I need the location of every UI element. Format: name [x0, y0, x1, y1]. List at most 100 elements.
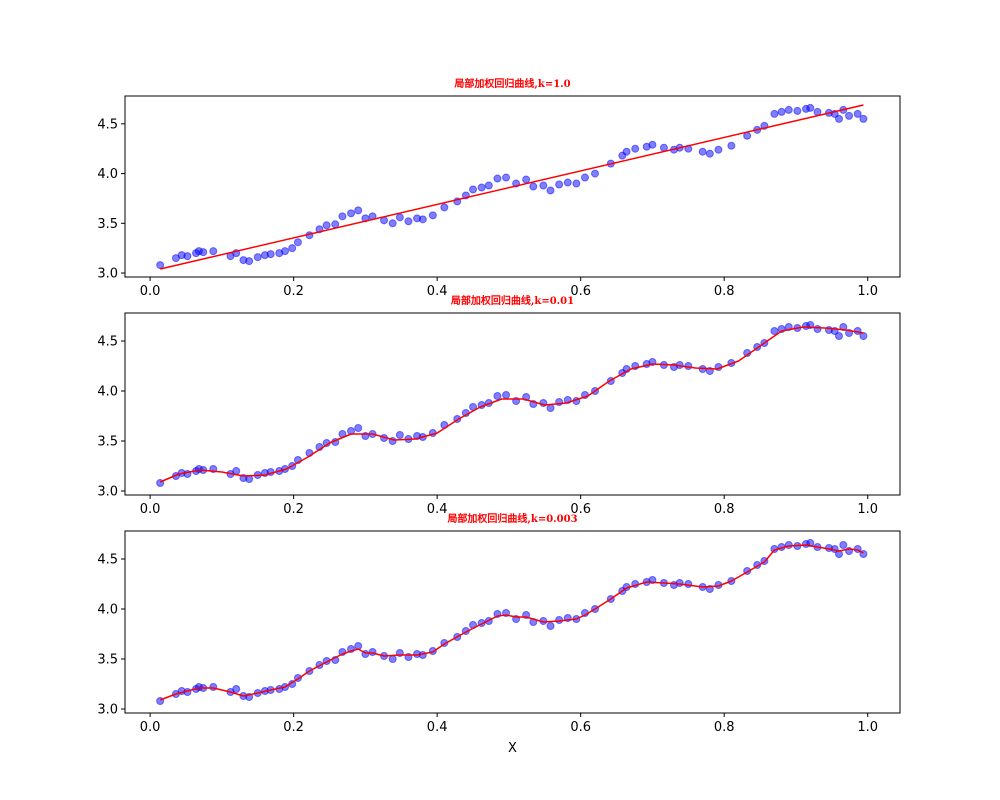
x-tick-label: 0.0 — [140, 502, 161, 517]
data-point — [555, 180, 564, 189]
data-point — [659, 143, 668, 152]
x-tick-label: 0.6 — [570, 284, 591, 299]
data-point — [580, 173, 589, 182]
y-tick-label: 3.0 — [97, 703, 118, 718]
data-point — [183, 252, 192, 261]
data-point — [859, 114, 868, 123]
x-tick-label: 0.4 — [427, 720, 448, 735]
data-point — [347, 209, 356, 218]
data-point — [209, 683, 218, 691]
data-point — [493, 174, 502, 183]
data-point — [502, 391, 511, 399]
data-point — [705, 149, 714, 158]
data-point — [388, 219, 397, 228]
data-point — [845, 111, 854, 120]
x-tick-label: 0.0 — [140, 720, 161, 735]
data-point — [529, 182, 538, 191]
y-tick-label: 3.5 — [97, 435, 118, 450]
data-point — [813, 107, 822, 116]
data-point — [591, 169, 600, 178]
data-point — [388, 655, 397, 663]
data-point — [469, 185, 478, 194]
data-point — [253, 253, 262, 262]
regression-line — [159, 544, 864, 701]
data-point — [770, 327, 779, 335]
data-point — [853, 109, 862, 118]
data-point — [502, 173, 511, 182]
y-tick-label: 4.0 — [97, 167, 118, 182]
data-point — [418, 215, 427, 224]
y-tick-label: 4.0 — [97, 385, 118, 400]
plot-frame — [124, 95, 901, 278]
data-point — [428, 211, 437, 220]
x-tick-label: 0.8 — [714, 284, 735, 299]
data-point — [395, 431, 404, 439]
data-point — [806, 103, 815, 112]
data-point — [477, 183, 486, 192]
data-point — [777, 107, 786, 116]
data-point — [354, 206, 363, 215]
data-point — [839, 323, 848, 331]
data-point — [404, 217, 413, 226]
data-point — [784, 105, 793, 114]
data-point — [232, 685, 241, 693]
chart-title: 局部加权回归曲线,k=0.003 — [446, 512, 577, 525]
data-point — [322, 221, 331, 230]
data-point — [813, 325, 822, 333]
chart-panel-3: 局部加权回归曲线,k=0.003 0.0 0.2 0.4 0.6 0.8 1.0 3.0 3.5… — [97, 512, 901, 756]
x-tick-label: 0.6 — [570, 502, 591, 517]
data-point — [714, 145, 723, 154]
data-point — [199, 248, 208, 257]
y-tick-label: 3.5 — [97, 217, 118, 232]
data-point — [835, 332, 844, 340]
data-point — [484, 181, 493, 190]
data-point — [770, 109, 779, 118]
regression-line — [159, 326, 864, 483]
data-point — [675, 579, 684, 587]
y-tick-label: 4.5 — [97, 335, 118, 350]
chart-panel-1: 局部加权回归曲线,k=1.0 0.0 0.2 0.4 0.6 0.8 1.0 3.0 3.5 4.… — [97, 77, 901, 299]
data-point — [331, 220, 340, 229]
x-tick-label: 0.4 — [427, 502, 448, 517]
data-point — [395, 213, 404, 222]
x-tick-label: 0.4 — [427, 284, 448, 299]
data-point — [354, 424, 363, 432]
x-axis-label: X — [508, 741, 517, 756]
data-point — [546, 404, 555, 412]
data-point — [572, 179, 581, 188]
x-tick-label: 1.0 — [857, 502, 878, 517]
data-point — [293, 238, 302, 247]
chart-title: 局部加权回归曲线,k=1.0 — [453, 77, 570, 90]
data-point — [281, 247, 290, 256]
data-point — [631, 144, 640, 153]
data-point — [209, 247, 218, 256]
x-tick-label: 1.0 — [857, 720, 878, 735]
regression-line — [160, 104, 864, 270]
data-point — [563, 178, 572, 187]
x-tick-label: 0.2 — [283, 502, 304, 517]
data-point — [727, 141, 736, 150]
y-tick-label: 3.5 — [97, 653, 118, 668]
data-point — [266, 250, 275, 259]
data-point — [835, 114, 844, 123]
x-tick-label: 1.0 — [857, 284, 878, 299]
x-tick-label: 0.8 — [714, 502, 735, 517]
data-point — [839, 541, 848, 549]
data-point — [288, 244, 297, 253]
data-point — [522, 175, 531, 184]
x-tick-label: 0.6 — [570, 720, 591, 735]
y-tick-label: 4.0 — [97, 603, 118, 618]
y-tick-label: 4.5 — [97, 553, 118, 568]
plot-frame — [124, 312, 901, 496]
data-point — [648, 140, 657, 149]
data-point — [368, 648, 377, 656]
y-tick-label: 3.0 — [97, 485, 118, 500]
plot-frame — [124, 530, 901, 714]
data-point — [793, 106, 802, 115]
data-point — [440, 203, 449, 212]
data-point — [493, 392, 502, 400]
y-tick-label: 3.0 — [97, 267, 118, 282]
data-point — [156, 261, 165, 270]
data-point — [684, 580, 693, 588]
